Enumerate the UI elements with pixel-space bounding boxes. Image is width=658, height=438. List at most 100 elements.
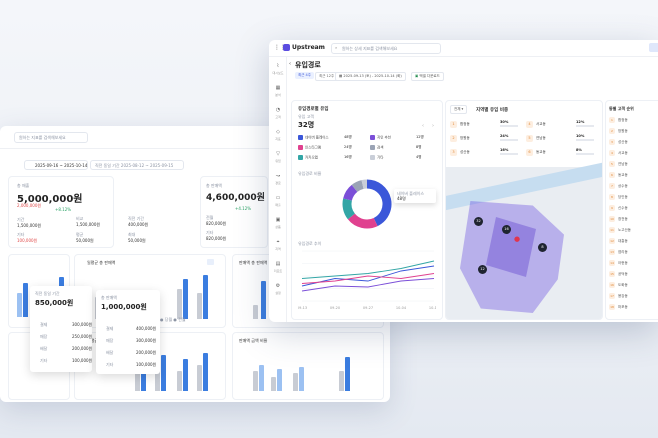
map-cluster-marker[interactable]: 32 xyxy=(474,217,483,226)
region-share: 24% xyxy=(500,134,509,138)
ranking-row[interactable]: 6 동교동 xyxy=(606,172,658,183)
revenue-sub-label: 평균 xyxy=(76,232,84,237)
map-cluster-marker[interactable]: 8 xyxy=(538,243,547,252)
profile-button[interactable] xyxy=(649,43,658,52)
back-date-picker[interactable]: 2025-09-16 ~ 2025-10-14 xyxy=(24,160,88,170)
ranking-row[interactable]: 8 당인동 xyxy=(606,194,658,205)
river-shape xyxy=(446,160,602,212)
diamond-icon[interactable]: ◇ xyxy=(276,129,280,135)
region-map[interactable]: 32 16 8 12 ● xyxy=(446,160,602,319)
channel-row[interactable]: 네이버 플레이스 48명 xyxy=(298,135,368,145)
date-range-picker[interactable]: ▦ 2025-09-13 (토) - 2025-10-14 (화) xyxy=(335,72,406,81)
donut-slice[interactable] xyxy=(351,180,364,193)
trend-series-line xyxy=(301,273,435,284)
excel-download-button[interactable]: ▣ 엑셀 다운로드 xyxy=(411,72,444,81)
region-row[interactable]: 4 서교동 12% xyxy=(526,119,598,132)
revenue-sub-label: 기타 xyxy=(17,232,25,237)
region-row[interactable]: 5 연남동 10% xyxy=(526,133,598,146)
sales-sub-value: 820,000원 xyxy=(206,221,227,226)
channel-row[interactable]: 인스타그램 24명 xyxy=(298,145,368,155)
gear-icon[interactable]: ⚙ xyxy=(275,283,281,289)
donut-slice[interactable] xyxy=(347,213,378,229)
prev-arrow-icon[interactable]: ‹ xyxy=(422,123,424,129)
tooltip-row-value: 300,000원 xyxy=(72,322,93,327)
channel-row[interactable]: 기타 4명 xyxy=(370,155,440,165)
rank-badge: 15 xyxy=(609,271,615,277)
channel-name: 검색 xyxy=(377,145,384,150)
donut-slice[interactable] xyxy=(366,179,392,227)
grid-icon[interactable]: ▦ xyxy=(275,85,281,91)
region-select[interactable]: 전체 ▾ xyxy=(450,105,468,114)
channel-row[interactable]: 검색 8명 xyxy=(370,145,440,155)
region-row[interactable]: 1 합정동 30% xyxy=(450,119,522,132)
region-list: 1 합정동 30% 2 망원동 24% 3 성산동 16% 4 서교동 12% 5 연남동 10% 6 동교동 8… xyxy=(450,119,600,163)
search-input[interactable]: ⌕ 원하는 상세 지표를 검색해보세요 xyxy=(331,43,441,54)
revenue-sub-value: 2,000,000원 xyxy=(17,203,42,208)
route-icon[interactable]: ↝ xyxy=(275,173,281,179)
checkbox-icon[interactable] xyxy=(298,135,303,140)
ranking-panel-title: 동별 고객 순위 xyxy=(609,106,634,111)
revenue-card: 총 매출 5,000,000원 2,000,000원 기간 1,500,000원… xyxy=(8,176,114,248)
ranking-row[interactable]: 17 용강동 xyxy=(606,293,658,304)
ranking-row[interactable]: 11 노고산동 xyxy=(606,227,658,238)
user-icon[interactable]: ◔ xyxy=(275,107,281,113)
chart-card-6: 판매액 금액 비율 xyxy=(232,332,384,400)
card-icon[interactable]: ▭ xyxy=(275,195,281,201)
channel-panel: 유입경로별 유입 유입 고객 32명 ‹ › 네이버 플레이스 48명 인스타그램 2… xyxy=(291,100,443,320)
upstream-logo-icon xyxy=(283,44,290,51)
ranking-row[interactable]: 15 공덕동 xyxy=(606,271,658,282)
tab-recent-4w[interactable]: 최근 4주 xyxy=(295,72,314,79)
ranking-row[interactable]: 14 아현동 xyxy=(606,260,658,271)
region-row[interactable]: 2 망원동 24% xyxy=(450,133,522,146)
apps-grid-icon[interactable]: ⋮⋮ xyxy=(274,44,286,51)
back-arrow-icon[interactable]: ‹ xyxy=(289,61,291,67)
map-cluster-marker[interactable]: 12 xyxy=(478,265,487,274)
checkbox-icon[interactable] xyxy=(298,155,303,160)
ranking-row[interactable]: 5 연남동 xyxy=(606,161,658,172)
revenue-sub-label: 비교 xyxy=(76,216,84,221)
ranking-row[interactable]: 16 도화동 xyxy=(606,282,658,293)
map-cluster-marker[interactable]: 16 xyxy=(502,225,511,234)
donut-slice[interactable] xyxy=(343,184,358,201)
box-icon[interactable]: ▣ xyxy=(275,217,281,223)
channel-row[interactable]: 카카오맵 16명 xyxy=(298,155,368,165)
chart-icon[interactable]: ⌇ xyxy=(276,63,280,69)
back-compare-select[interactable]: 직전 동일 기간 2025-08-12 ~ 2025-09-15 xyxy=(90,160,184,170)
ranking-row[interactable]: 18 마포동 xyxy=(606,304,658,315)
channel-name: 카카오맵 xyxy=(305,155,318,160)
channel-row[interactable]: 지인 추천 12명 xyxy=(370,135,440,145)
ranking-row[interactable]: 10 창전동 xyxy=(606,216,658,227)
bar-chart-toggle-icon[interactable] xyxy=(207,259,214,265)
checkbox-icon[interactable] xyxy=(370,135,375,140)
ranking-row[interactable]: 7 상수동 xyxy=(606,183,658,194)
checkbox-icon[interactable] xyxy=(370,145,375,150)
channel-value: 48명 xyxy=(344,135,352,139)
region-row[interactable]: 3 성산동 16% xyxy=(450,147,522,160)
tooltip-row-label: 배달 xyxy=(106,350,114,355)
sales-delta: +4.12% xyxy=(235,206,252,211)
rank-name: 당인동 xyxy=(618,195,628,199)
trend-series-line xyxy=(301,260,435,279)
ranking-row[interactable]: 2 망원동 xyxy=(606,128,658,139)
donut-slice[interactable] xyxy=(361,179,368,189)
next-arrow-icon[interactable]: › xyxy=(432,123,434,129)
ranking-row[interactable]: 4 서교동 xyxy=(606,150,658,161)
map-icon[interactable]: ⌖ xyxy=(276,239,280,245)
region-row[interactable]: 6 동교동 8% xyxy=(526,147,598,160)
trend-x-tick: 09-20 xyxy=(330,306,340,310)
region-panel-title: 지역별 유입 비중 xyxy=(476,108,509,113)
doc-icon[interactable]: ▤ xyxy=(275,261,281,267)
donut-slice[interactable] xyxy=(342,198,356,220)
ranking-row[interactable]: 13 염리동 xyxy=(606,249,658,260)
ranking-row[interactable]: 9 신수동 xyxy=(606,205,658,216)
funnel-icon[interactable]: ▽ xyxy=(276,151,280,157)
region-share-bar xyxy=(500,125,518,127)
checkbox-icon[interactable] xyxy=(298,145,303,150)
checkbox-icon[interactable] xyxy=(370,155,375,160)
ranking-row[interactable]: 3 성산동 xyxy=(606,139,658,150)
ranking-row[interactable]: 12 대흥동 xyxy=(606,238,658,249)
ranking-row[interactable]: 1 합정동 xyxy=(606,117,658,128)
rank-badge: 7 xyxy=(609,183,615,189)
coverage-core xyxy=(486,217,536,277)
back-search-input[interactable]: 원하는 지표를 검색해보세요 xyxy=(14,132,88,143)
